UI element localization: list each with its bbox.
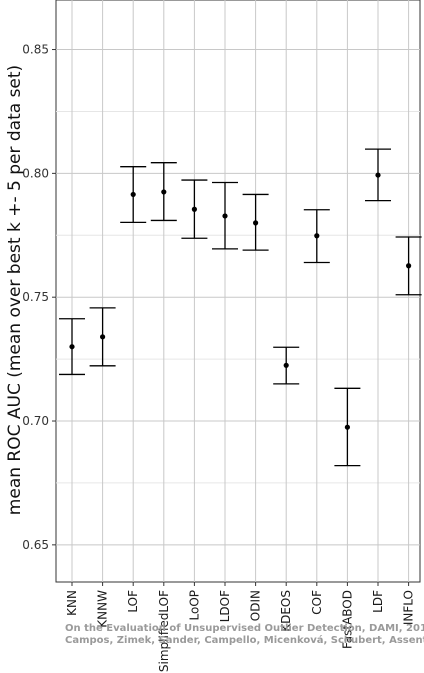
y-tick-label: 0.70 <box>22 414 49 428</box>
x-tick-label: KDEOS <box>279 590 293 632</box>
x-tick-label: LDOF <box>218 590 232 622</box>
x-tick-label: FastABOD <box>340 590 354 649</box>
x-tick-label: COF <box>310 590 324 615</box>
x-tick-label: SimplifiedLOF <box>157 590 171 672</box>
x-tick-label: KNNW <box>96 590 110 628</box>
mean-point <box>375 172 381 178</box>
y-axis-title: mean ROC AUC (mean over best k +- 5 per … <box>5 65 25 515</box>
error-bars <box>59 148 422 467</box>
mean-point <box>161 189 167 195</box>
mean-point <box>406 263 412 269</box>
y-axis: 0.65 0.70 0.75 0.80 0.85 <box>22 43 56 552</box>
mean-point <box>100 334 106 340</box>
grid <box>56 0 420 582</box>
mean-point <box>69 344 75 350</box>
watermark-line-1: On the Evaluation of Unsupervised Outlie… <box>65 623 424 634</box>
watermark-line-2: Campos, Zimek, Sander, Campello, Micenko… <box>65 634 424 646</box>
x-tick-label: KNN <box>65 590 79 616</box>
mean-point <box>222 213 228 219</box>
x-tick-label: LoOP <box>187 590 201 621</box>
mean-point <box>344 424 350 430</box>
y-tick-label: 0.80 <box>22 166 49 180</box>
mean-point <box>283 362 289 368</box>
mean-point <box>130 191 136 198</box>
y-tick-label: 0.85 <box>22 43 49 57</box>
mean-point <box>191 206 197 212</box>
y-tick-label: 0.65 <box>22 538 49 552</box>
x-tick-label: LDF <box>371 590 385 613</box>
x-tick-label: LOF <box>126 590 140 613</box>
x-tick-label: ODIN <box>249 590 263 621</box>
mean-point <box>314 233 320 239</box>
x-tick-label: INFLO <box>402 590 416 625</box>
y-tick-label: 0.75 <box>22 290 49 304</box>
plot-panel <box>55 0 421 583</box>
mean-point <box>253 220 259 226</box>
x-axis: KNN KNNW LOF SimplifiedLOF LoOP LDOF ODIN KDEOS… <box>65 582 416 672</box>
